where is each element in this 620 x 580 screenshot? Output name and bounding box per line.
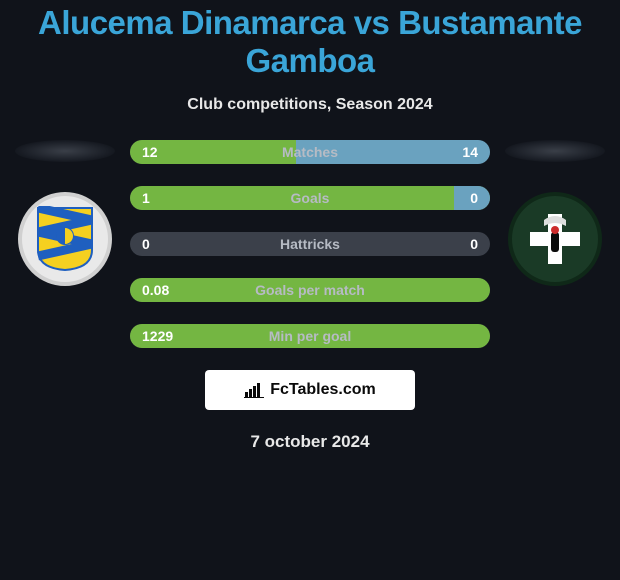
comparison-body: 12 Matches 14 1 Goals 0 0 Hattricks 0 xyxy=(0,140,620,348)
left-club-badge xyxy=(18,192,112,286)
stat-label: Goals per match xyxy=(255,282,365,298)
stat-left-value: 12 xyxy=(142,144,158,160)
stat-right-value: 0 xyxy=(470,190,478,206)
attribution-text: FcTables.com xyxy=(270,381,376,399)
stat-row-hattricks: 0 Hattricks 0 xyxy=(130,232,490,256)
shadow-ellipse xyxy=(15,140,115,162)
bar-chart-icon xyxy=(244,382,264,398)
right-club-column xyxy=(500,140,610,286)
shadow-ellipse xyxy=(505,140,605,162)
stat-row-goals: 1 Goals 0 xyxy=(130,186,490,210)
page-title: Alucema Dinamarca vs Bustamante Gamboa xyxy=(0,0,620,80)
attribution-badge[interactable]: FcTables.com xyxy=(205,370,415,410)
comparison-card: Alucema Dinamarca vs Bustamante Gamboa C… xyxy=(0,0,620,580)
season-subtitle: Club competitions, Season 2024 xyxy=(0,96,620,114)
stat-row-goals-per-match: 0.08 Goals per match xyxy=(130,278,490,302)
stat-left-value: 1229 xyxy=(142,328,173,344)
stat-left-value: 0 xyxy=(142,236,150,252)
left-club-column xyxy=(10,140,120,286)
stat-row-matches: 12 Matches 14 xyxy=(130,140,490,164)
temuco-crest-icon xyxy=(526,210,584,268)
stat-right-value: 0 xyxy=(470,236,478,252)
stat-left-value: 0.08 xyxy=(142,282,169,298)
stat-row-min-per-goal: 1229 Min per goal xyxy=(130,324,490,348)
stat-label: Min per goal xyxy=(269,328,351,344)
stats-column: 12 Matches 14 1 Goals 0 0 Hattricks 0 xyxy=(120,140,500,348)
stat-label: Goals xyxy=(291,190,330,206)
stat-right-value: 14 xyxy=(462,144,478,160)
right-club-badge xyxy=(508,192,602,286)
stat-label: Hattricks xyxy=(280,236,340,252)
stat-left-value: 1 xyxy=(142,190,150,206)
stat-label: Matches xyxy=(282,144,338,160)
date-text: 7 october 2024 xyxy=(0,432,620,452)
barnechea-crest-icon xyxy=(36,206,94,272)
